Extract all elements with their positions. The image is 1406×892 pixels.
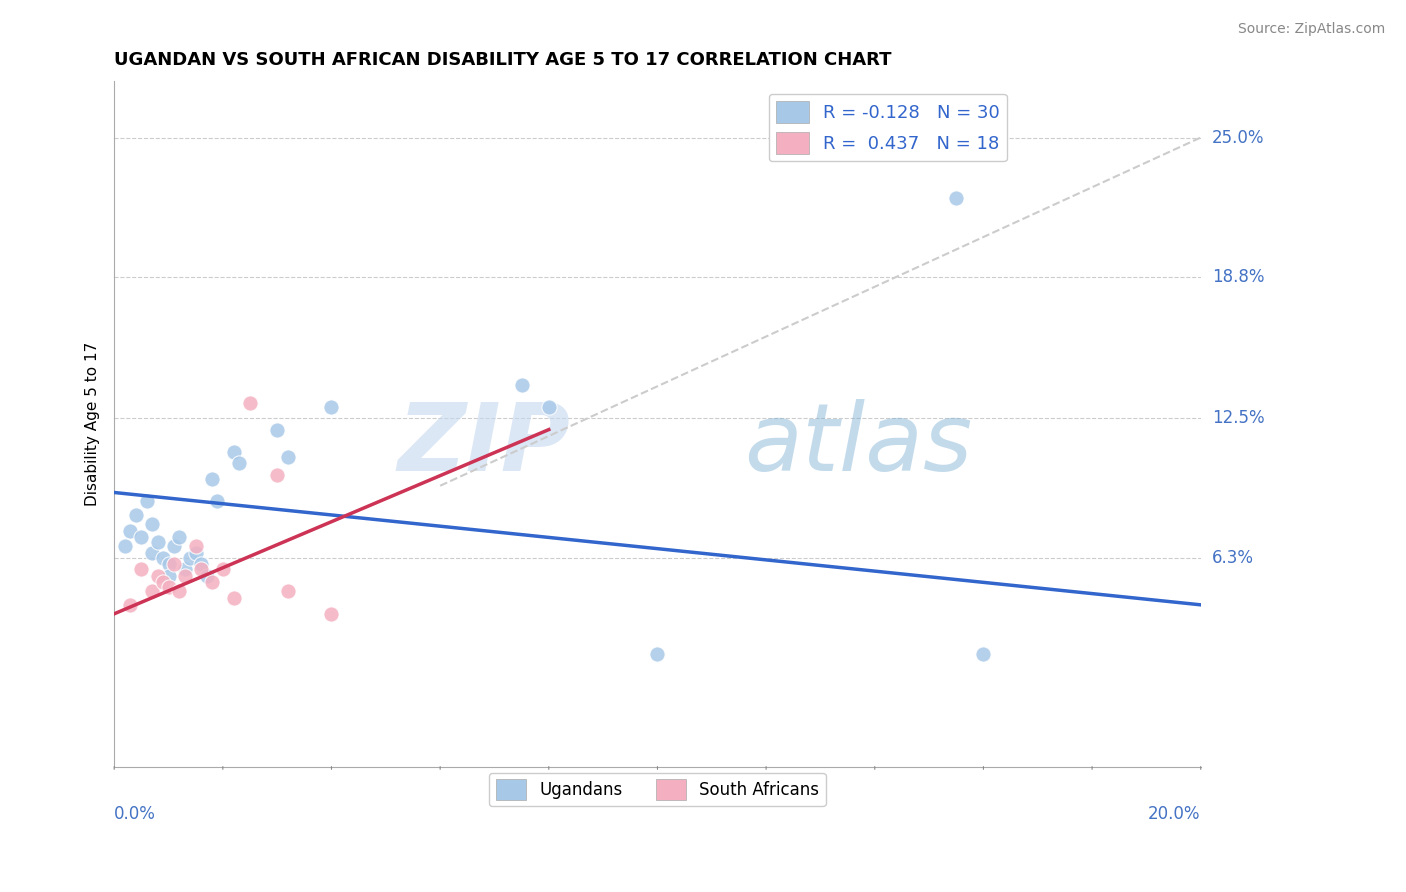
Point	[190, 562, 212, 576]
Point	[146, 568, 169, 582]
Point	[277, 584, 299, 599]
Point	[141, 584, 163, 599]
Text: 0.0%: 0.0%	[114, 805, 156, 823]
Point	[222, 591, 245, 606]
Point	[157, 580, 180, 594]
Point	[135, 494, 157, 508]
Legend: Ugandans, South Africans: Ugandans, South Africans	[489, 772, 825, 806]
Text: 6.3%: 6.3%	[1212, 549, 1254, 566]
Point	[146, 535, 169, 549]
Point	[647, 647, 669, 661]
Point	[207, 494, 229, 508]
Point	[173, 568, 195, 582]
Point	[157, 568, 180, 582]
Point	[510, 377, 533, 392]
Point	[321, 400, 343, 414]
Point	[141, 516, 163, 531]
Point	[131, 562, 153, 576]
Point	[945, 191, 967, 205]
Point	[169, 584, 191, 599]
Text: 12.5%: 12.5%	[1212, 409, 1264, 427]
Text: Source: ZipAtlas.com: Source: ZipAtlas.com	[1237, 22, 1385, 37]
Text: 20.0%: 20.0%	[1149, 805, 1201, 823]
Point	[321, 607, 343, 621]
Text: UGANDAN VS SOUTH AFRICAN DISABILITY AGE 5 TO 17 CORRELATION CHART: UGANDAN VS SOUTH AFRICAN DISABILITY AGE …	[114, 51, 891, 69]
Point	[228, 456, 250, 470]
Point	[169, 530, 191, 544]
Point	[201, 472, 224, 486]
Point	[163, 558, 186, 572]
Text: 18.8%: 18.8%	[1212, 268, 1264, 285]
Point	[277, 450, 299, 464]
Point	[125, 508, 148, 522]
Point	[537, 400, 560, 414]
Point	[114, 540, 136, 554]
Point	[120, 524, 142, 538]
Point	[141, 546, 163, 560]
Point	[972, 647, 994, 661]
Point	[157, 558, 180, 572]
Text: atlas: atlas	[744, 399, 973, 490]
Point	[201, 575, 224, 590]
Point	[195, 568, 218, 582]
Point	[266, 467, 288, 482]
Text: 25.0%: 25.0%	[1212, 128, 1264, 146]
Point	[179, 550, 201, 565]
Point	[190, 558, 212, 572]
Point	[239, 395, 262, 409]
Point	[184, 540, 207, 554]
Point	[120, 598, 142, 612]
Y-axis label: Disability Age 5 to 17: Disability Age 5 to 17	[86, 342, 100, 506]
Point	[173, 562, 195, 576]
Point	[184, 546, 207, 560]
Text: ZIP: ZIP	[398, 399, 571, 491]
Point	[152, 575, 174, 590]
Point	[211, 562, 233, 576]
Point	[266, 423, 288, 437]
Point	[152, 550, 174, 565]
Point	[222, 445, 245, 459]
Point	[131, 530, 153, 544]
Point	[163, 540, 186, 554]
